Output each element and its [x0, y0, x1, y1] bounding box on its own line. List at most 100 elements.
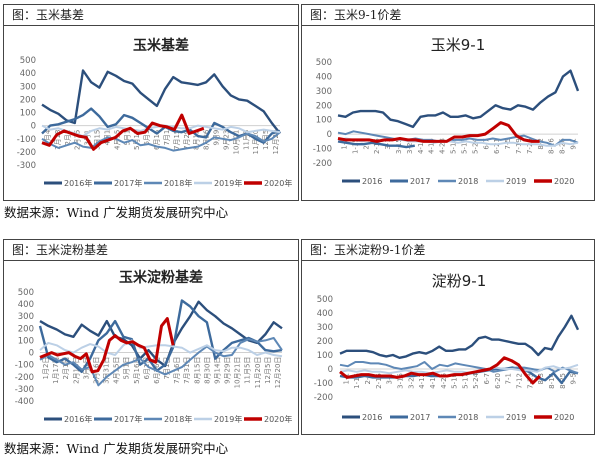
x-tick-label: 6-21 — [493, 138, 501, 154]
x-tick-label: 10月21 — [232, 130, 240, 155]
x-tick-label: 9月29日 — [224, 357, 232, 384]
x-tick-label: 7月29 — [183, 130, 191, 150]
x-tick-label: 3-29 — [407, 373, 415, 389]
x-tick-label: 3-1 — [384, 138, 392, 149]
y-tick-label: 300 — [316, 87, 332, 97]
x-tick-label: 8月26 — [203, 129, 211, 150]
x-tick-label: 4-15 — [428, 138, 436, 154]
series-line-2016 — [41, 69, 281, 135]
legend-label-2020: 2020 — [554, 177, 574, 186]
x-tick-label: 1-15 — [353, 373, 361, 389]
y-tick-label: 200 — [18, 324, 34, 334]
x-tick-label: 4-19 — [429, 373, 437, 389]
legend-label-2017: 2017 — [410, 413, 430, 422]
panel-corn-9-1: 图：玉米9-1价差 — [301, 4, 595, 201]
y-tick-label: -100 — [314, 379, 333, 389]
panel-header: 图：玉米基差 — [4, 5, 298, 26]
x-tick-label: 3-1 — [386, 373, 394, 384]
x-tick-label: 3-15 — [397, 373, 405, 389]
x-tick-label: 4-26 — [440, 372, 448, 388]
panel-corn-basis: 图：玉米基差 — [3, 4, 299, 201]
x-tick-label: 4-12 — [417, 138, 425, 154]
series-line-2017 — [337, 140, 415, 149]
y-tick-label: 300 — [20, 82, 36, 92]
x-tick-label: 7-1 — [505, 373, 513, 384]
x-tick-label: 11月5 — [242, 130, 250, 150]
legend-label-2016: 2016年 — [64, 414, 92, 424]
x-tick-label: 1-1 — [340, 138, 348, 149]
chart-2: 玉米淀粉基差 500 400 300 200 100 0 -100 -200 -300 -400 1月… — [15, 269, 293, 424]
legend-label-2019: 2019年 — [214, 414, 242, 424]
x-tick-label: 5-10 — [451, 373, 459, 389]
x-tick-label: 1月18 — [54, 130, 62, 150]
y-tick-label: 0 — [327, 130, 332, 140]
x-tick-label: 2-15 — [375, 373, 383, 389]
y-tick-label: 100 — [317, 351, 333, 361]
x-tick-label: 4-28 — [439, 138, 447, 154]
x-tick-label: 6-20 — [494, 373, 502, 389]
chart-title: 玉米基差 — [133, 37, 189, 54]
x-tick-label: 2-1 — [364, 373, 372, 384]
x-tick-label: 8-26 — [559, 138, 567, 154]
y-tick-label: -100 — [15, 361, 34, 371]
legend-label-2018: 2018 — [458, 413, 478, 422]
series-line-2020 — [39, 317, 175, 374]
x-tick-label: 3月15 — [94, 130, 102, 150]
x-tick-label: 2月1日 — [62, 357, 70, 380]
series-line-2019 — [339, 363, 579, 375]
legend-label-2016: 2016 — [362, 413, 382, 422]
series-line-2018 — [39, 337, 283, 387]
y-tick-label: -200 — [314, 393, 333, 403]
x-tick-label: 11月5日 — [244, 357, 252, 384]
y-tick-label: 400 — [18, 300, 34, 310]
y-tick-label: -200 — [15, 373, 34, 383]
series-line-2020 — [337, 121, 540, 143]
y-tick-label: -400 — [15, 397, 34, 407]
chart-title: 玉米淀粉基差 — [119, 269, 203, 286]
y-tick-label: 500 — [317, 295, 333, 305]
x-tick-label: 1月2日 — [42, 357, 50, 380]
legend-label-2017: 2017年 — [114, 414, 142, 424]
y-tick-label: -300 — [15, 385, 34, 395]
x-tick-label: 5-17 — [461, 373, 469, 389]
x-tick-label: 4-12 — [418, 373, 426, 389]
x-tick-label: 3月31日 — [103, 357, 111, 384]
legend-label-2019: 2019 — [506, 413, 526, 422]
y-tick-label: -200 — [17, 148, 36, 158]
x-tick-label: 8月15日 — [193, 357, 201, 384]
data-source: 数据来源：Wind 广发期货发展研究中心 — [4, 205, 229, 220]
y-tick-label: 400 — [317, 309, 333, 319]
x-tick-label: 5-13 — [460, 138, 468, 154]
x-tick-label: 6月1日 — [143, 357, 151, 380]
x-tick-label: 12月5日 — [264, 357, 272, 384]
y-tick-label: 500 — [316, 58, 332, 68]
data-source: 数据来源：Wind 广发期货发展研究中心 — [4, 441, 229, 456]
x-tick-label: 5-10 — [450, 138, 458, 154]
y-tick-label: -100 — [313, 145, 332, 155]
chart-title: 淀粉9-1 — [432, 272, 487, 290]
panel-header: 图：玉米淀粉9-1价差 — [302, 240, 594, 261]
x-tick-label: 5月15 — [133, 130, 141, 150]
panel-header: 图：玉米淀粉基差 — [4, 240, 298, 261]
x-tick-label: 6月15 — [153, 130, 161, 150]
x-tick-label: 7-12 — [516, 373, 524, 389]
x-tick-label: 12月20日 — [274, 357, 282, 389]
y-tick-label: -200 — [313, 159, 332, 169]
x-tick-label: 10月21日 — [234, 357, 242, 389]
legend-label-2017: 2017年 — [114, 178, 142, 188]
series-line-2019 — [39, 339, 283, 358]
x-tick-label: 6月1 — [143, 130, 151, 146]
legend-label-2016: 2016 — [362, 177, 382, 186]
y-tick-label: 300 — [18, 312, 34, 322]
panel-header: 图：玉米9-1价差 — [302, 5, 594, 26]
x-tick-label: 5月1 — [123, 130, 131, 146]
series-line-2020 — [339, 356, 541, 385]
x-tick-label: 8月30日 — [203, 357, 211, 384]
panel-starch-9-1: 图：玉米淀粉9-1价差 — [301, 239, 595, 435]
y-tick-label: 200 — [316, 101, 332, 111]
y-tick-label: 300 — [317, 323, 333, 333]
chart-title: 玉米9-1 — [431, 36, 486, 54]
